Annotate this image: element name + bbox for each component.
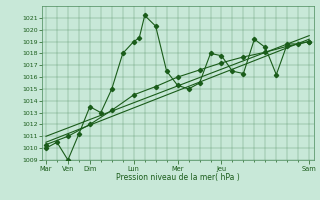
- X-axis label: Pression niveau de la mer( hPa ): Pression niveau de la mer( hPa ): [116, 173, 239, 182]
